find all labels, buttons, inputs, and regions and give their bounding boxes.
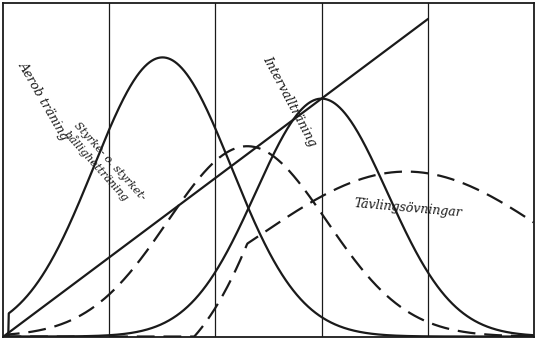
Text: Aerob träning: Aerob träning [16,60,71,143]
Text: Tävlingsövningar: Tävlingsövningar [353,197,462,219]
Text: Styrke- o. styrket-
hållighetträning: Styrke- o. styrket- hållighetträning [62,120,147,211]
Text: Intervallträning: Intervallträning [260,54,318,149]
